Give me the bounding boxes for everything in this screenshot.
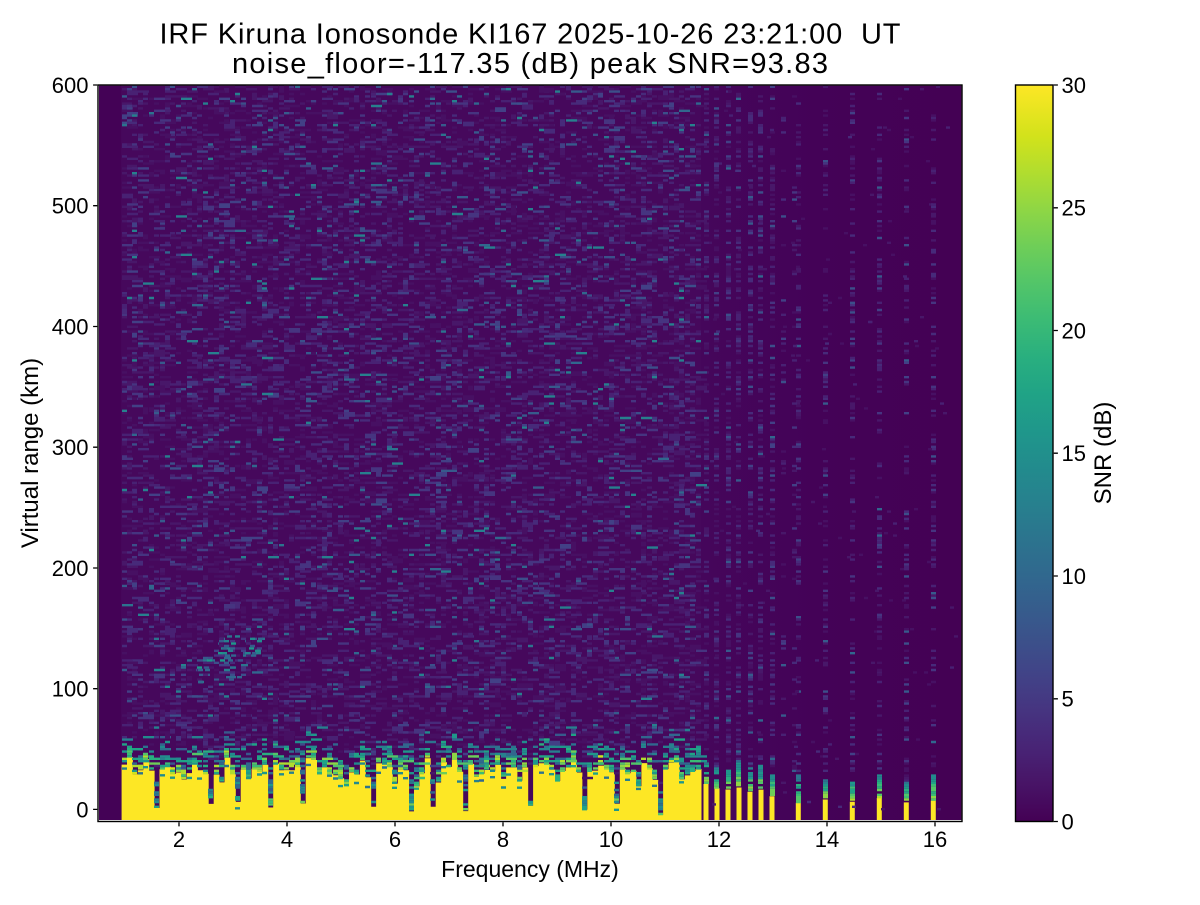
svg-text:IRF Kiruna Ionosonde KI167 202: IRF Kiruna Ionosonde KI167 2025-10-26 23… — [160, 18, 901, 50]
svg-text:2: 2 — [173, 827, 185, 852]
svg-text:8: 8 — [497, 827, 509, 852]
svg-text:Virtual range (km): Virtual range (km) — [17, 358, 44, 548]
svg-text:10: 10 — [1062, 564, 1086, 589]
svg-text:400: 400 — [52, 314, 89, 339]
svg-text:12: 12 — [707, 827, 731, 852]
svg-text:10: 10 — [599, 827, 623, 852]
svg-text:5: 5 — [1062, 687, 1074, 712]
svg-text:300: 300 — [52, 435, 89, 460]
svg-text:200: 200 — [52, 556, 89, 581]
svg-text:15: 15 — [1062, 441, 1086, 466]
svg-text:4: 4 — [281, 827, 293, 852]
svg-text:20: 20 — [1062, 318, 1086, 343]
svg-text:100: 100 — [52, 677, 89, 702]
svg-text:0: 0 — [1062, 809, 1074, 834]
svg-text:30: 30 — [1062, 73, 1086, 98]
svg-text:500: 500 — [52, 194, 89, 219]
svg-text:600: 600 — [52, 73, 89, 98]
svg-text:6: 6 — [389, 827, 401, 852]
svg-text:Frequency (MHz): Frequency (MHz) — [441, 856, 619, 882]
svg-text:0: 0 — [76, 797, 88, 822]
svg-text:14: 14 — [815, 827, 839, 852]
svg-text:SNR (dB): SNR (dB) — [1090, 402, 1117, 505]
svg-text:16: 16 — [923, 827, 947, 852]
svg-text:noise_floor=-117.35 (dB) peak: noise_floor=-117.35 (dB) peak SNR=93.83 — [232, 48, 828, 80]
svg-text:25: 25 — [1062, 196, 1086, 221]
